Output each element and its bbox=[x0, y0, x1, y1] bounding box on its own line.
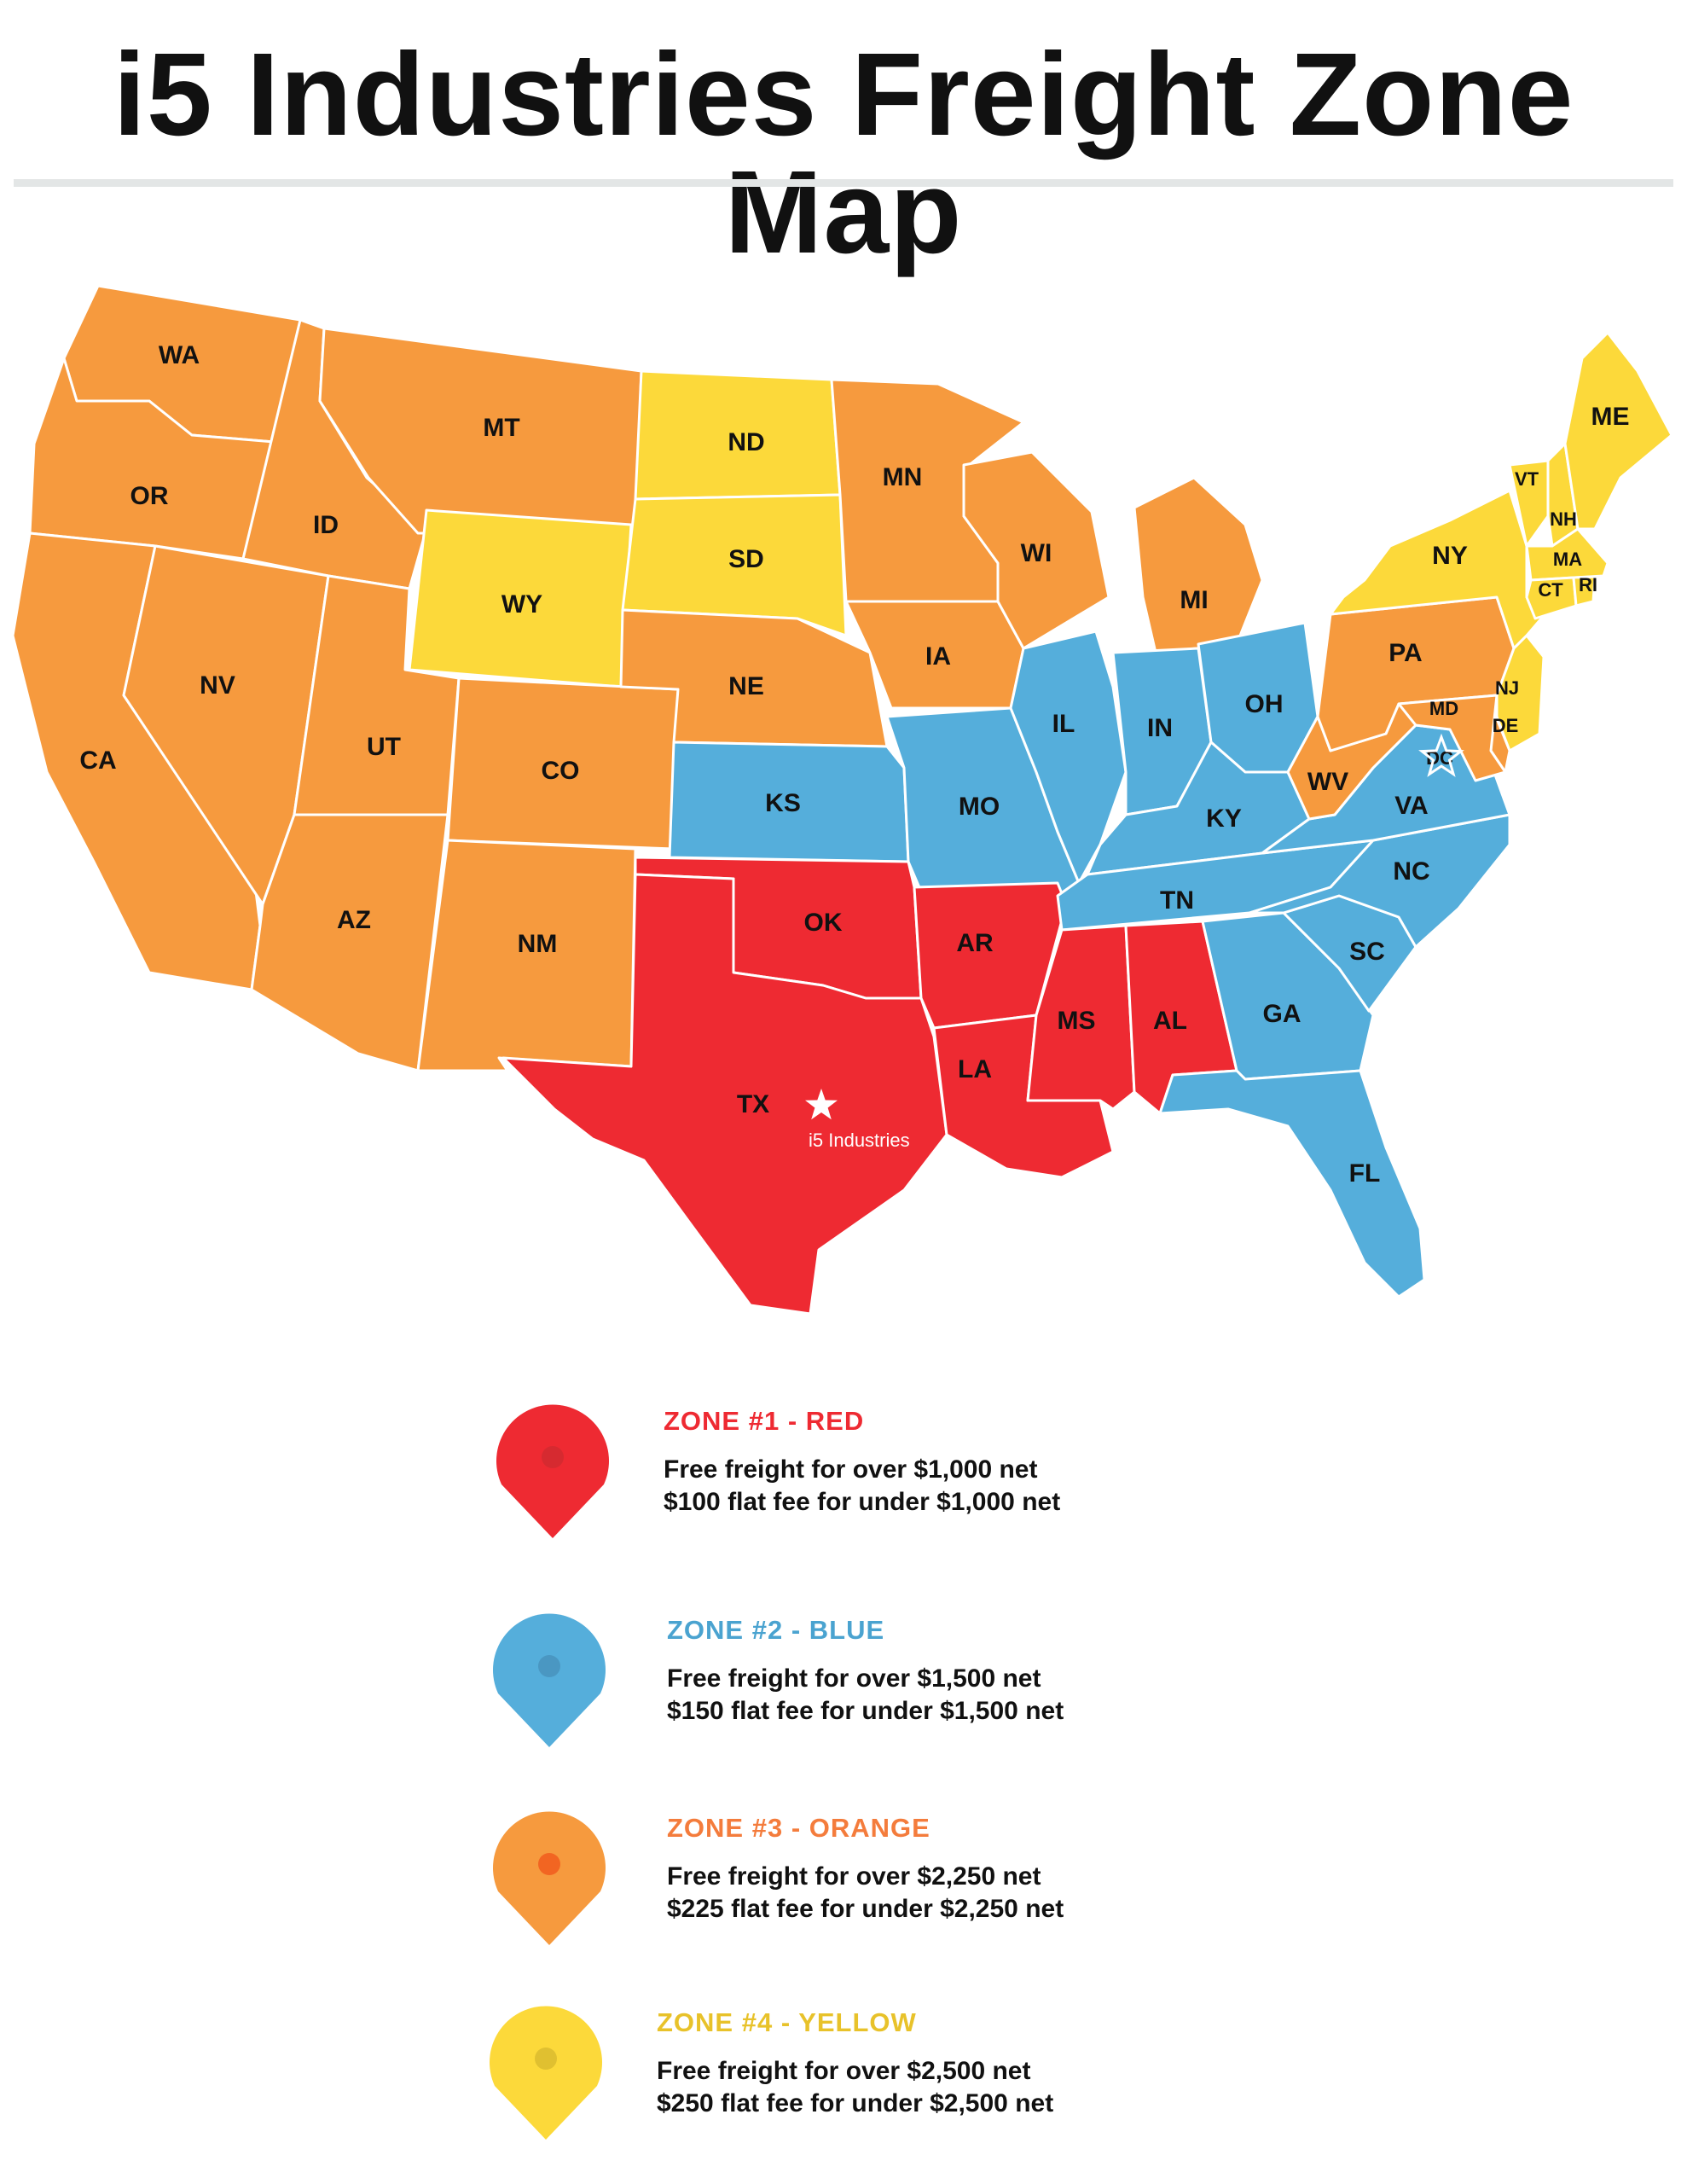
map-pin-icon bbox=[493, 1811, 606, 1945]
state-label-la: LA bbox=[958, 1055, 992, 1083]
state-ct bbox=[1525, 576, 1578, 620]
state-nm bbox=[416, 839, 637, 1072]
state-label-wy: WY bbox=[501, 590, 542, 619]
state-label-nd: ND bbox=[728, 428, 764, 456]
state-ms bbox=[1026, 924, 1136, 1111]
state-label-tx: TX bbox=[737, 1090, 769, 1118]
state-label-id: ID bbox=[313, 511, 339, 539]
page-title: i5 Industries Freight Zone Map bbox=[113, 29, 1574, 278]
state-label-ny: NY bbox=[1432, 542, 1468, 570]
state-az bbox=[250, 813, 449, 1072]
zone-title: ZONE #2 - BLUE bbox=[667, 1615, 885, 1645]
state-label-pa: PA bbox=[1388, 639, 1422, 667]
state-label-ma: MA bbox=[1553, 549, 1582, 570]
state-mi bbox=[1133, 476, 1264, 654]
hq-label: i5 Industries bbox=[809, 1130, 910, 1151]
zone-title: ZONE #1 - RED bbox=[664, 1406, 865, 1436]
state-label-oh: OH bbox=[1245, 690, 1284, 718]
state-label-nc: NC bbox=[1393, 857, 1429, 886]
state-label-de: DE bbox=[1493, 715, 1519, 736]
state-label-ia: IA bbox=[925, 642, 951, 671]
us-zone-map: WA OR CA ID NV MT WY UT AZ CO NM ND SD NE KS OK TX MN IA MO… bbox=[11, 284, 1673, 1316]
zone-rule-under: $100 flat fee for under $1,000 net bbox=[664, 1488, 1061, 1516]
state-label-wv: WV bbox=[1307, 768, 1348, 796]
state-label-nj: NJ bbox=[1495, 677, 1519, 699]
state-label-mn: MN bbox=[883, 463, 923, 491]
state-label-tn: TN bbox=[1160, 886, 1194, 915]
state-me bbox=[1563, 331, 1673, 531]
state-label-ri: RI bbox=[1579, 574, 1597, 595]
state-label-wi: WI bbox=[1021, 539, 1052, 567]
hq-star-icon bbox=[805, 1089, 838, 1120]
state-label-sd: SD bbox=[728, 545, 764, 573]
state-label-co: CO bbox=[542, 757, 580, 785]
map-pin-icon bbox=[493, 1613, 606, 1747]
state-label-wa: WA bbox=[159, 341, 200, 369]
state-il bbox=[1009, 630, 1128, 885]
state-label-nm: NM bbox=[518, 930, 558, 958]
state-label-az: AZ bbox=[337, 906, 371, 934]
state-label-mi: MI bbox=[1180, 586, 1208, 614]
zone-rule-under: $150 flat fee for under $1,500 net bbox=[667, 1697, 1064, 1725]
zone-rule-over: Free freight for over $2,250 net bbox=[667, 1862, 1041, 1891]
state-label-ms: MS bbox=[1058, 1007, 1096, 1035]
title-divider bbox=[14, 179, 1673, 187]
state-label-ca: CA bbox=[79, 746, 116, 775]
state-label-va: VA bbox=[1394, 792, 1428, 820]
state-label-mt: MT bbox=[483, 414, 519, 442]
state-tx bbox=[501, 873, 948, 1316]
state-label-fl: FL bbox=[1349, 1159, 1381, 1188]
state-label-nh: NH bbox=[1550, 508, 1577, 530]
dc-star-icon bbox=[1418, 733, 1464, 777]
state-label-nv: NV bbox=[200, 671, 235, 700]
state-md bbox=[1397, 694, 1507, 782]
map-pin-icon bbox=[490, 2006, 602, 2140]
zone-title: ZONE #3 - ORANGE bbox=[667, 1813, 930, 1843]
state-label-al: AL bbox=[1153, 1007, 1187, 1035]
state-label-md: MD bbox=[1429, 698, 1458, 719]
state-label-ct: CT bbox=[1538, 579, 1563, 601]
state-label-in: IN bbox=[1147, 714, 1173, 742]
state-label-or: OR bbox=[130, 482, 169, 510]
state-label-ar: AR bbox=[956, 929, 994, 957]
state-label-ut: UT bbox=[367, 733, 401, 761]
state-label-ne: NE bbox=[728, 672, 764, 700]
state-label-ky: KY bbox=[1206, 804, 1242, 833]
state-label-ga: GA bbox=[1263, 1000, 1301, 1028]
state-label-mo: MO bbox=[959, 793, 1000, 821]
zone-rule-under: $225 flat fee for under $2,250 net bbox=[667, 1895, 1064, 1923]
state-label-ks: KS bbox=[765, 789, 801, 817]
zone-rule-over: Free freight for over $1,500 net bbox=[667, 1664, 1041, 1693]
map-pin-icon bbox=[496, 1404, 609, 1538]
zone-title: ZONE #4 - YELLOW bbox=[657, 2007, 917, 2037]
state-label-sc: SC bbox=[1349, 938, 1385, 966]
zone-rule-over: Free freight for over $1,000 net bbox=[664, 1455, 1038, 1484]
state-nc bbox=[1248, 813, 1511, 949]
state-sd bbox=[621, 493, 848, 637]
state-label-ok: OK bbox=[804, 909, 843, 937]
state-label-vt: VT bbox=[1515, 468, 1539, 490]
state-label-il: IL bbox=[1052, 710, 1075, 738]
state-ri bbox=[1572, 575, 1597, 607]
state-fl bbox=[1158, 1069, 1426, 1298]
zone-rule-over: Free freight for over $2,500 net bbox=[657, 2057, 1031, 2085]
zone-rule-under: $250 flat fee for under $2,500 net bbox=[657, 2089, 1054, 2117]
state-label-me: ME bbox=[1591, 403, 1630, 431]
